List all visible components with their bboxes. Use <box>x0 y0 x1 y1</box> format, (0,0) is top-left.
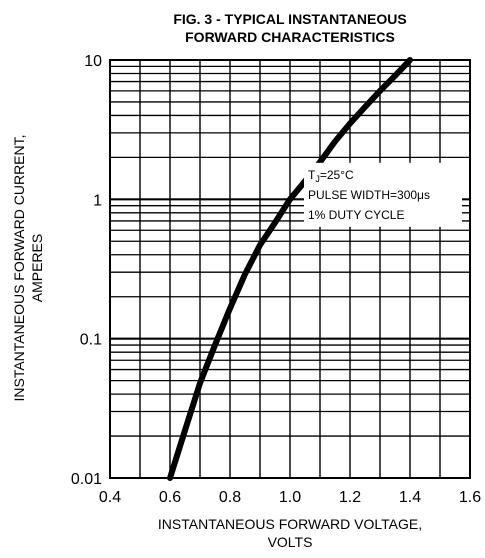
chart-title-line-1: FIG. 3 - TYPICAL INSTANTANEOUS <box>173 11 407 27</box>
annotation-temperature: TJ=25°C <box>308 168 354 184</box>
annotation-duty-cycle: 1% DUTY CYCLE <box>308 208 404 222</box>
x-tick-labels: 0.4 0.6 0.8 1.0 1.2 1.4 1.6 <box>99 489 481 506</box>
x-tick-label: 1.0 <box>279 489 301 506</box>
x-axis-label-line-2: VOLTS <box>267 534 313 550</box>
y-tick-label: 10 <box>84 53 102 70</box>
x-tick-label: 0.6 <box>159 489 181 506</box>
grid <box>109 59 471 479</box>
chart-title: FIG. 3 - TYPICAL INSTANTANEOUS FORWARD C… <box>110 10 470 46</box>
y-tick-label: 0.01 <box>71 471 102 488</box>
x-tick-label: 1.4 <box>399 489 421 506</box>
x-tick-label: 0.4 <box>99 489 121 506</box>
plot-frame <box>109 59 471 479</box>
y-tick-labels: 0.01 0.1 1 10 <box>71 53 102 488</box>
chart-title-line-2: FORWARD CHARACTERISTICS <box>185 29 395 45</box>
y-tick-label: 0.1 <box>80 332 102 349</box>
x-tick-label: 1.6 <box>459 489 481 506</box>
annotation-pulse-width: PULSE WIDTH=300μs <box>308 188 430 202</box>
x-tick-label: 1.2 <box>339 489 361 506</box>
x-axis-label-line-1: INSTANTANEOUS FORWARD VOLTAGE, <box>157 516 423 532</box>
y-tick-label: 1 <box>93 192 102 209</box>
forward-characteristic-curve <box>167 57 413 481</box>
x-tick-label: 0.8 <box>219 489 241 506</box>
x-axis-label: INSTANTANEOUS FORWARD VOLTAGE, VOLTS <box>110 515 470 551</box>
conditions-annotation: TJ=25°C PULSE WIDTH=300μs 1% DUTY CYCLE <box>304 162 462 227</box>
annotation-background <box>304 162 462 227</box>
